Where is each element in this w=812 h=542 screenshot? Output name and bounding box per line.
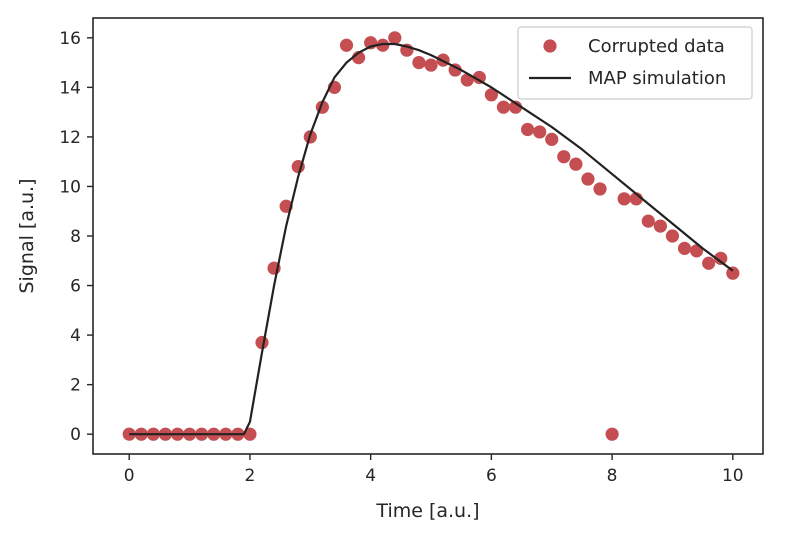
data-point bbox=[641, 214, 655, 228]
x-tick-label: 2 bbox=[245, 466, 256, 486]
x-tick-label: 8 bbox=[607, 466, 618, 486]
data-point bbox=[412, 55, 426, 70]
tick-layer: 0 2 4 6 8 10 0 2 4 6 8 10 12 14 16 bbox=[59, 29, 743, 486]
legend-label-map-simulation: MAP simulation bbox=[588, 68, 726, 89]
x-axis-label: Time [a.u.] bbox=[375, 500, 479, 522]
data-point bbox=[376, 38, 390, 52]
data-point bbox=[593, 182, 607, 196]
y-tick-label: 6 bbox=[70, 277, 81, 297]
data-point bbox=[557, 150, 571, 164]
data-layer bbox=[122, 31, 740, 441]
data-point bbox=[545, 132, 559, 146]
y-tick-label: 4 bbox=[70, 326, 81, 346]
legend-marker-corrupted-data bbox=[543, 39, 557, 53]
data-point bbox=[496, 100, 511, 114]
x-tick-label: 6 bbox=[486, 466, 497, 486]
y-tick-label: 2 bbox=[70, 376, 81, 396]
data-point bbox=[726, 266, 740, 280]
y-tick-label: 14 bbox=[59, 78, 81, 98]
y-tick-label: 12 bbox=[59, 128, 81, 148]
map-simulation-line bbox=[129, 42, 734, 436]
data-point bbox=[424, 58, 438, 72]
legend-frame bbox=[517, 26, 753, 100]
x-tick-label: 0 bbox=[124, 466, 135, 486]
legend-label-corrupted-data: Corrupted data bbox=[588, 36, 725, 57]
data-point bbox=[714, 251, 728, 265]
data-point bbox=[581, 172, 595, 186]
data-point bbox=[484, 88, 498, 102]
data-point bbox=[472, 70, 486, 85]
y-tick-label: 8 bbox=[70, 227, 81, 247]
data-point bbox=[520, 122, 535, 137]
y-tick-label: 0 bbox=[70, 425, 81, 445]
legend: Corrupted data MAP simulation bbox=[517, 26, 753, 100]
data-point bbox=[533, 125, 547, 139]
data-point bbox=[388, 31, 402, 45]
data-point bbox=[677, 241, 692, 255]
data-point bbox=[653, 219, 667, 233]
data-point bbox=[448, 63, 462, 77]
x-tick-label: 4 bbox=[365, 466, 376, 486]
data-point bbox=[617, 192, 631, 206]
y-axis-label: Signal [a.u.] bbox=[16, 179, 38, 294]
y-tick-label: 16 bbox=[59, 29, 81, 49]
data-point bbox=[569, 157, 583, 171]
data-point bbox=[339, 38, 354, 52]
data-point bbox=[122, 427, 136, 441]
data-point bbox=[702, 256, 716, 270]
data-point bbox=[665, 229, 680, 243]
data-point bbox=[605, 427, 619, 441]
x-tick-label: 10 bbox=[722, 466, 744, 486]
y-tick-label: 10 bbox=[59, 177, 81, 197]
plot-frame bbox=[92, 17, 764, 455]
data-point bbox=[508, 100, 523, 114]
